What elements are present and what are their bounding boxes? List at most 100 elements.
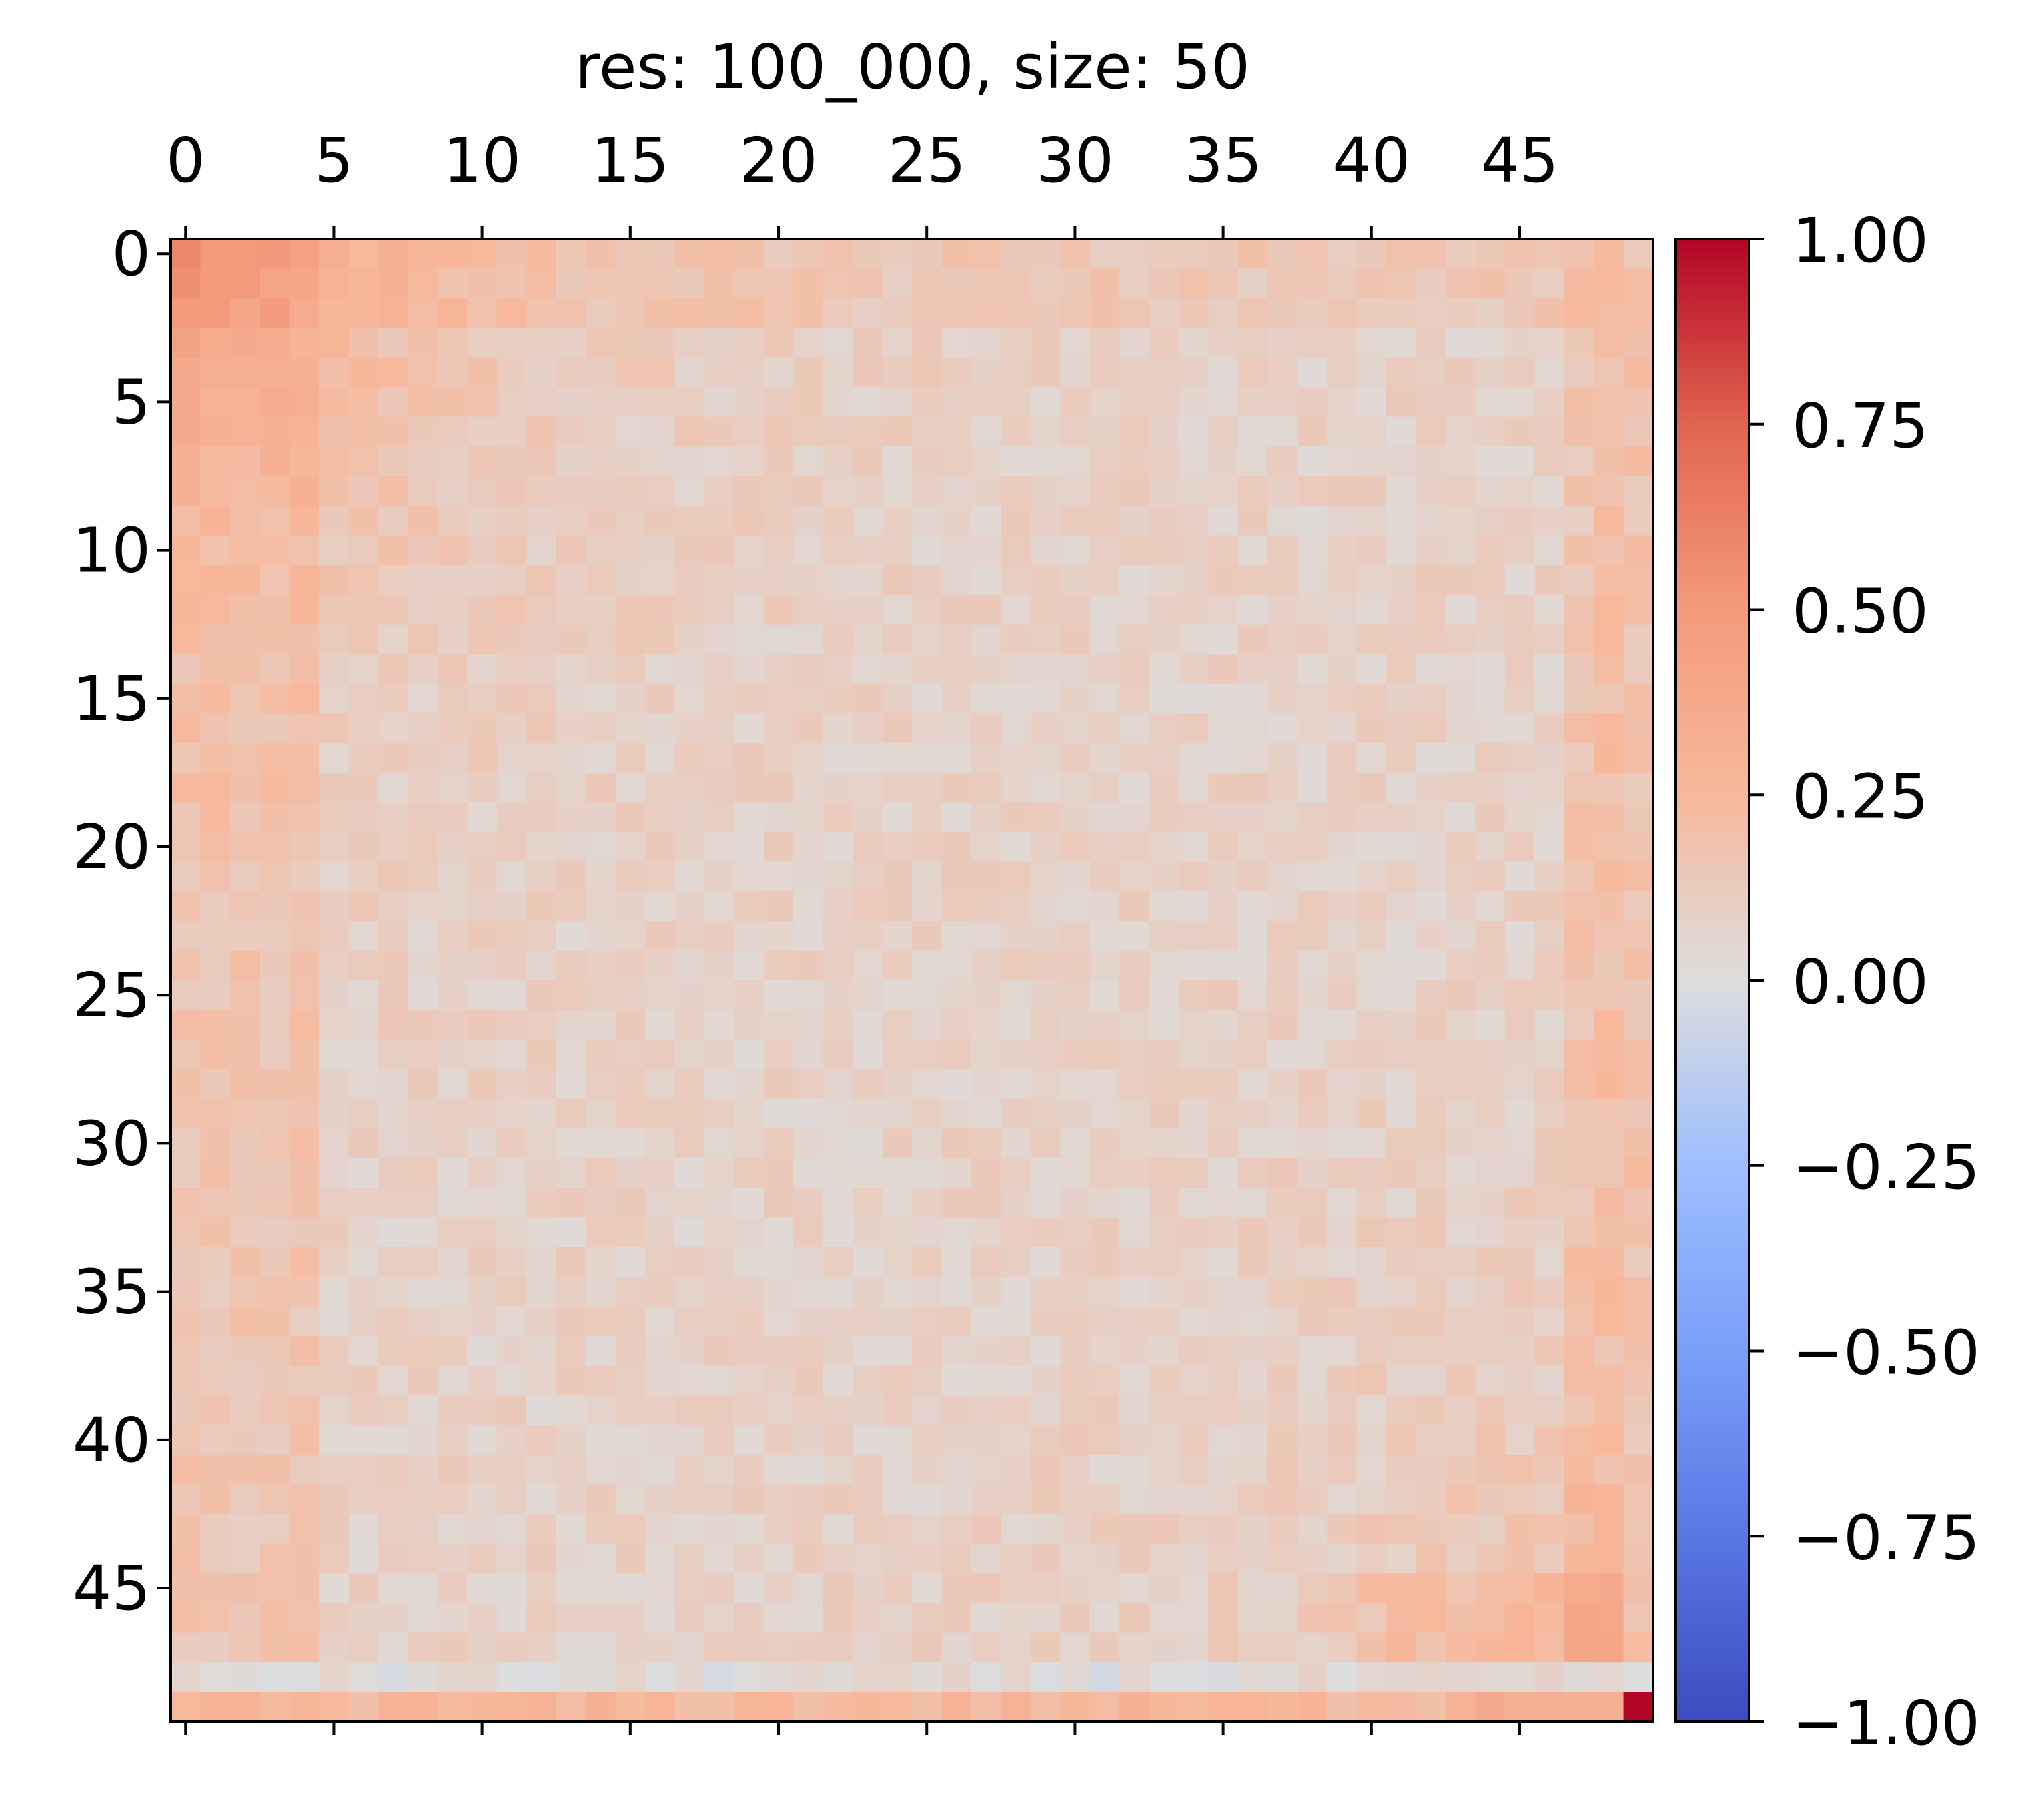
heatmap-cell	[1178, 980, 1209, 1011]
heatmap-cell	[229, 1484, 260, 1515]
y-tick-label: 10	[73, 515, 151, 587]
heatmap-cell	[1356, 239, 1387, 270]
heatmap-cell	[793, 891, 824, 922]
heatmap-cell	[1237, 1010, 1268, 1040]
heatmap-cell	[853, 298, 883, 328]
heatmap-cell	[260, 950, 290, 981]
heatmap-cell	[1060, 891, 1091, 922]
heatmap-cell	[1297, 1543, 1328, 1574]
heatmap-cell	[467, 446, 498, 477]
heatmap-cell	[1237, 357, 1268, 388]
heatmap-cell	[1237, 950, 1268, 981]
heatmap-cell	[823, 505, 853, 536]
heatmap-cell	[1623, 713, 1654, 744]
heatmap-cell	[941, 713, 972, 744]
heatmap-cell	[1356, 1603, 1387, 1634]
heatmap-cell	[1623, 1632, 1654, 1663]
heatmap-cell	[1594, 268, 1624, 299]
heatmap-cell	[793, 1306, 824, 1337]
heatmap-cell	[171, 1425, 201, 1455]
heatmap-cell	[912, 476, 943, 506]
heatmap-cell	[853, 565, 883, 595]
heatmap-cell	[1178, 1039, 1209, 1070]
heatmap-cell	[586, 1217, 616, 1248]
heatmap-cell	[734, 1069, 764, 1100]
heatmap-cell	[556, 1039, 586, 1070]
heatmap-cell	[1475, 1246, 1506, 1277]
heatmap-cell	[734, 239, 764, 270]
heatmap-cell	[1297, 1010, 1328, 1040]
heatmap-cell	[171, 1128, 201, 1159]
heatmap-cell	[1327, 772, 1358, 803]
heatmap-cell	[1237, 1662, 1268, 1693]
heatmap-cell	[437, 1277, 468, 1307]
heatmap-cell	[319, 950, 350, 981]
heatmap-cell	[734, 950, 764, 981]
heatmap-cell	[763, 1692, 794, 1722]
heatmap-cell	[348, 446, 379, 477]
heatmap-cell	[1119, 743, 1150, 773]
heatmap-cell	[437, 891, 468, 922]
heatmap-cell	[971, 1365, 1001, 1396]
heatmap-cell	[1445, 535, 1476, 566]
heatmap-cell	[734, 1662, 764, 1693]
heatmap-cell	[1356, 357, 1387, 388]
heatmap-cell	[941, 1039, 972, 1070]
heatmap-cell	[793, 831, 824, 862]
heatmap-cell	[1534, 268, 1565, 299]
heatmap-cell	[853, 831, 883, 862]
heatmap-cell	[1030, 1277, 1061, 1307]
heatmap-cell	[467, 1306, 498, 1337]
heatmap-cell	[260, 1543, 290, 1574]
heatmap-cell	[734, 772, 764, 803]
heatmap-cell	[1386, 772, 1417, 803]
heatmap-cell	[971, 595, 1001, 625]
x-tick-label: 20	[739, 125, 817, 196]
heatmap-cell	[1564, 1188, 1594, 1218]
heatmap-cell	[941, 980, 972, 1011]
heatmap-cell	[1178, 891, 1209, 922]
heatmap-cell	[1237, 1484, 1268, 1515]
heatmap-cell	[1119, 624, 1150, 655]
heatmap-cell	[1475, 1662, 1506, 1693]
heatmap-cell	[941, 446, 972, 477]
heatmap-cell	[1356, 1573, 1387, 1603]
heatmap-cell	[586, 1069, 616, 1100]
heatmap-cell	[823, 683, 853, 714]
heatmap-cell	[1356, 683, 1387, 714]
heatmap-cell	[645, 1217, 676, 1248]
heatmap-cell	[586, 476, 616, 506]
heatmap-cell	[941, 861, 972, 892]
heatmap-cell	[853, 1128, 883, 1159]
heatmap-cell	[1416, 1455, 1446, 1485]
x-axis-top: 0 5 10 15 20 25 30 35 40 45	[166, 125, 1559, 239]
heatmap-cell	[1504, 1039, 1535, 1070]
heatmap-cell	[348, 1484, 379, 1515]
heatmap-cell	[1594, 505, 1624, 536]
heatmap-cell	[941, 1395, 972, 1426]
heatmap-cell	[1504, 1455, 1535, 1485]
heatmap-cell	[1534, 1395, 1565, 1426]
heatmap-cell	[1208, 1484, 1239, 1515]
heatmap-cell	[734, 831, 764, 862]
heatmap-cell	[1623, 1573, 1654, 1603]
heatmap-cell	[941, 654, 972, 685]
heatmap-cell	[763, 268, 794, 299]
heatmap-cell	[882, 357, 913, 388]
heatmap-cell	[1564, 1010, 1594, 1040]
heatmap-cell	[348, 476, 379, 506]
heatmap-cell	[793, 980, 824, 1011]
heatmap-cell	[734, 565, 764, 595]
heatmap-cell	[734, 1128, 764, 1159]
heatmap-cell	[793, 1158, 824, 1188]
heatmap-cell	[319, 1128, 350, 1159]
heatmap-cell	[1119, 1395, 1150, 1426]
heatmap-cell	[526, 1484, 557, 1515]
heatmap-cell	[793, 1455, 824, 1485]
heatmap-cell	[378, 950, 409, 981]
heatmap-cell	[1149, 1543, 1179, 1574]
heatmap-cell	[1030, 1692, 1061, 1722]
heatmap-cell	[793, 1069, 824, 1100]
heatmap-cell	[171, 1010, 201, 1040]
